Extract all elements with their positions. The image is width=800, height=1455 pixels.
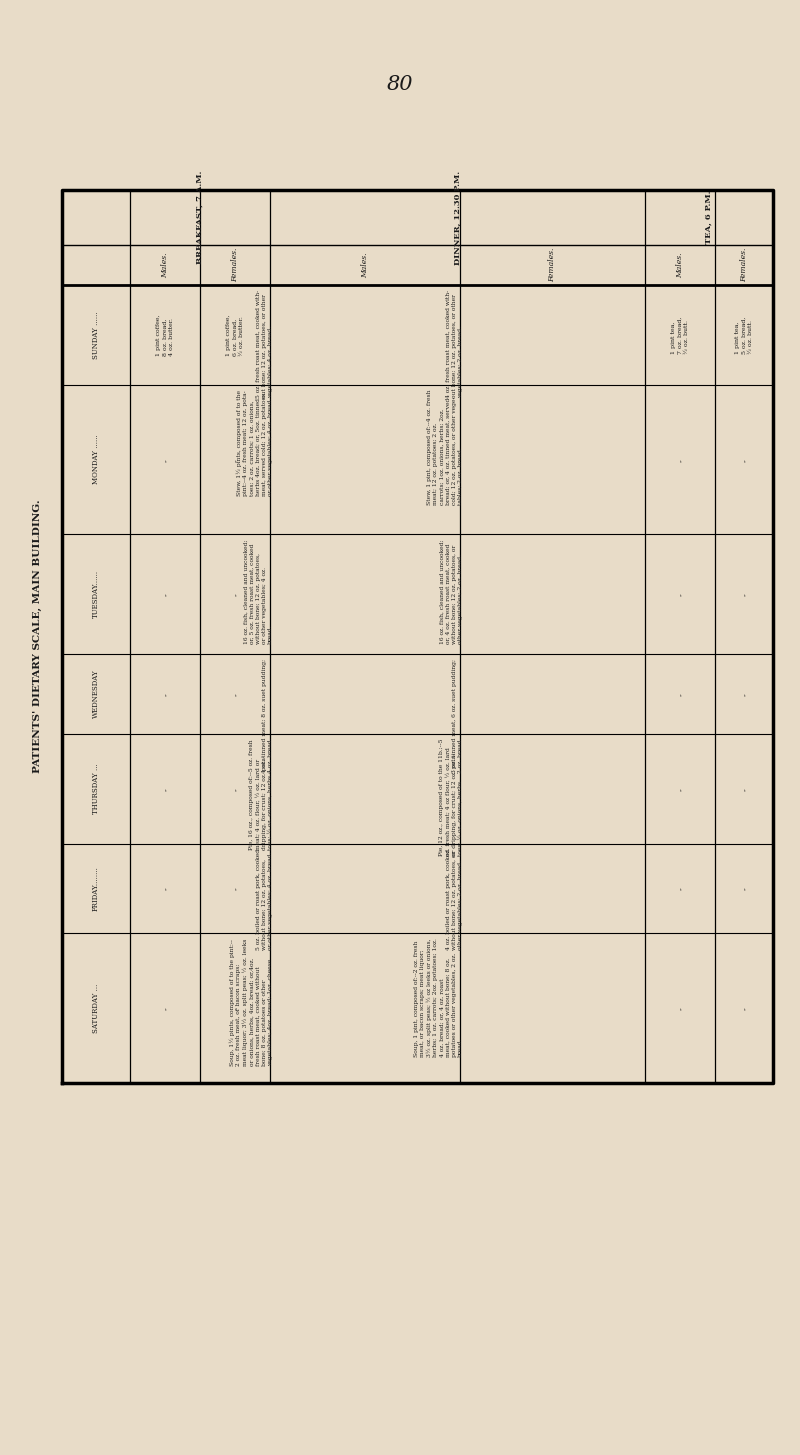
Text: Males.: Males. bbox=[676, 252, 684, 278]
Text: THURSDAY ...: THURSDAY ... bbox=[92, 764, 100, 815]
Text: ,,: ,, bbox=[162, 886, 167, 890]
Text: ,,: ,, bbox=[742, 886, 746, 890]
Text: SATURDAY ...: SATURDAY ... bbox=[92, 984, 100, 1033]
Text: BREAKFAST, 7 A.M.: BREAKFAST, 7 A.M. bbox=[196, 170, 204, 265]
Text: ,,: ,, bbox=[233, 457, 238, 461]
Text: ,,: ,, bbox=[233, 787, 238, 790]
Text: Pie, 16 oz., composed of:--5 oz. fresh
meat; 4 oz. flour, ½ oz. lard or
dripping: Pie, 16 oz., composed of:--5 oz. fresh m… bbox=[250, 739, 273, 850]
Text: 3 oz. tinned meat, 6 oz. suet pudding;
2 oz. bread.: 3 oz. tinned meat, 6 oz. suet pudding; 2… bbox=[452, 659, 463, 773]
Text: 1 pint coffee,
8 oz. bread,
4 oz. butter.: 1 pint coffee, 8 oz. bread, 4 oz. butter… bbox=[156, 314, 174, 355]
Text: Stew, 1½ pints, composed of to the
pint:--4 oz. fresh meat; 12 oz. pota-
toes; 2: Stew, 1½ pints, composed of to the pint:… bbox=[237, 390, 273, 496]
Text: TUESDAY......: TUESDAY...... bbox=[92, 570, 100, 618]
Text: 5 oz. boiled or roast pork, cooked
without bone; 12 oz. potatoes,
or other veget: 5 oz. boiled or roast pork, cooked witho… bbox=[256, 848, 273, 950]
Text: Soup, 1 pint, composed of:--2 oz. fresh
meat, or bacon scraps; meat liquor;
3½ o: Soup, 1 pint, composed of:--2 oz. fresh … bbox=[414, 938, 463, 1058]
Text: ,,: ,, bbox=[233, 1007, 238, 1010]
Text: Stew, 1 pint, composed of:--4 oz. fresh
meat; 12 oz. potatoes; 2 oz.
carrots; 1o: Stew, 1 pint, composed of:--4 oz. fresh … bbox=[427, 390, 463, 505]
Text: ,,: ,, bbox=[678, 886, 682, 890]
Text: ,,: ,, bbox=[162, 592, 167, 597]
Text: ,,: ,, bbox=[162, 693, 167, 695]
Text: Females.: Females. bbox=[231, 247, 239, 282]
Text: MONDAY ......: MONDAY ...... bbox=[92, 435, 100, 485]
Text: ,,: ,, bbox=[233, 886, 238, 890]
Text: 16 oz. fish, cleaned and uncooked;
or, 4 oz. fresh roast meat, cooked
without bo: 16 oz. fish, cleaned and uncooked; or, 4… bbox=[439, 540, 463, 645]
Text: ,,: ,, bbox=[678, 1007, 682, 1010]
Text: ,,: ,, bbox=[233, 592, 238, 597]
Text: ,,: ,, bbox=[742, 457, 746, 461]
Text: ,,: ,, bbox=[678, 592, 682, 597]
Text: ,,: ,, bbox=[162, 457, 167, 461]
Text: ,,: ,, bbox=[742, 787, 746, 790]
Text: 80: 80 bbox=[386, 76, 414, 95]
Text: ,,: ,, bbox=[678, 457, 682, 461]
Text: ,,: ,, bbox=[678, 693, 682, 695]
Text: ,,: ,, bbox=[742, 592, 746, 597]
Text: Females.: Females. bbox=[740, 247, 748, 282]
Text: ,,: ,, bbox=[162, 787, 167, 790]
Text: 1 pint coffee,
6 oz. bread,
½ oz. butter.: 1 pint coffee, 6 oz. bread, ½ oz. butter… bbox=[226, 314, 244, 355]
Text: Males.: Males. bbox=[361, 252, 369, 278]
Text: Soup, 1½ pints, composed of to the pint:--
2 oz. fresh meat, or bacon scraps;
me: Soup, 1½ pints, composed of to the pint:… bbox=[230, 938, 273, 1065]
Text: ,,: ,, bbox=[678, 787, 682, 790]
Text: WEDNESDAY: WEDNESDAY bbox=[92, 669, 100, 719]
Text: ,,: ,, bbox=[742, 693, 746, 695]
Text: TEA, 6 P.M.: TEA, 6 P.M. bbox=[705, 191, 713, 244]
Text: Females.: Females. bbox=[549, 247, 557, 282]
Text: DINNER, 12.30 P.M.: DINNER, 12.30 P.M. bbox=[454, 170, 462, 265]
Text: 4 oz. fresh roast meat, cooked with-
out bone; 12 oz. potatoes, or other
vegetab: 4 oz. fresh roast meat, cooked with- out… bbox=[446, 290, 463, 399]
Text: Pie, 12 oz., composed of to the 11b.;--5
oz. fresh meat; 4 oz flour, ½ oz. lard
: Pie, 12 oz., composed of to the 11b.;--5… bbox=[439, 739, 463, 857]
Text: ,,: ,, bbox=[233, 693, 238, 695]
Text: 5 oz. fresh roast meat, cooked with-
out bone; 12 oz. potatoes, or other
vegetab: 5 oz. fresh roast meat, cooked with- out… bbox=[256, 290, 273, 399]
Text: Males.: Males. bbox=[161, 252, 169, 278]
Text: FRIDAY........: FRIDAY........ bbox=[92, 866, 100, 911]
Text: 4 oz. tinned meat; 8 oz. suet pudding;
4 oz. bread.: 4 oz. tinned meat; 8 oz. suet pudding; 4… bbox=[262, 659, 273, 773]
Text: 16 oz. fish, cleaned and uncooked;
or, 5 oz. fresh roast meat, cooked
without bo: 16 oz. fish, cleaned and uncooked; or, 5… bbox=[243, 540, 273, 645]
Text: 1 pint tea,
5 oz. bread,
½ oz. butt.: 1 pint tea, 5 oz. bread, ½ oz. butt. bbox=[735, 316, 753, 354]
Text: PATIENTS' DIETARY SCALE, MAIN BUILDING.: PATIENTS' DIETARY SCALE, MAIN BUILDING. bbox=[33, 499, 42, 773]
Text: SUNDAY ......: SUNDAY ...... bbox=[92, 311, 100, 359]
Text: ,,: ,, bbox=[742, 1007, 746, 1010]
Text: 1 pint tea,
7 oz. bread,
½ oz. butt.: 1 pint tea, 7 oz. bread, ½ oz. butt. bbox=[671, 316, 689, 354]
Text: 4 oz. boiled or roast pork, cooked
without bone; 12 oz. potatoes, or
other veget: 4 oz. boiled or roast pork, cooked witho… bbox=[446, 848, 463, 950]
Text: ,,: ,, bbox=[162, 1007, 167, 1010]
